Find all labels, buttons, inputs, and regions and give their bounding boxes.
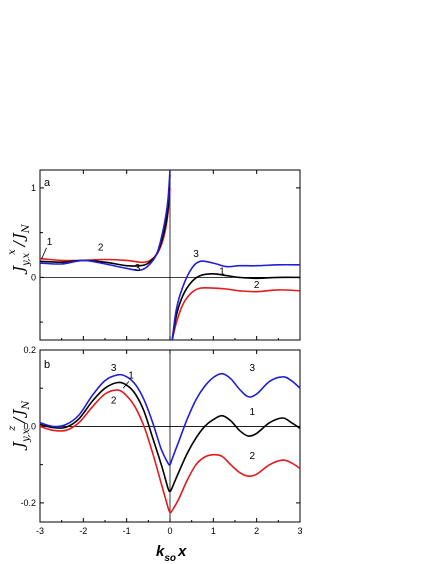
curve-label: 3 xyxy=(111,363,117,374)
xlabel-tail: x xyxy=(177,543,187,560)
curve-label: 1 xyxy=(219,267,225,278)
ylabel-b-denom: J xyxy=(10,409,28,419)
panel-b-letter: b xyxy=(44,359,50,371)
x-tick-label: 3 xyxy=(297,526,302,536)
x-tick-label: 1 xyxy=(211,526,216,536)
curve-label: 2 xyxy=(250,451,256,462)
ylabel-b-sup: z xyxy=(7,425,18,432)
y-tick-label: -0.2 xyxy=(20,498,36,508)
y-tick-label: 0.0 xyxy=(23,421,36,431)
ylabel-a-sup: x xyxy=(7,249,18,255)
ylabel-a-main: J xyxy=(10,265,28,275)
leader-line xyxy=(40,247,47,260)
series-line-3 xyxy=(39,372,301,466)
panel-b-ylabel: Jy,xz/JN xyxy=(7,399,32,451)
curve-label: 2 xyxy=(98,243,104,254)
y-tick-label: 1 xyxy=(31,183,36,193)
y-tick-label: 0.2 xyxy=(23,345,36,355)
ylabel-b-slash: / xyxy=(10,416,28,425)
curve-label: 1 xyxy=(128,371,134,382)
xlabel-main: k xyxy=(156,543,165,560)
curve-label: 1 xyxy=(250,407,256,418)
x-tick-label: -3 xyxy=(36,526,44,536)
panel-b-ticks: -3 -2 -1 0 1 2 3 0.2 0.0 -0.2 xyxy=(20,345,302,536)
curve-label: 2 xyxy=(254,280,260,291)
curve-label: 3 xyxy=(193,249,199,260)
x-tick-label: -2 xyxy=(79,526,87,536)
panel-a-letter: a xyxy=(44,177,51,189)
ylabel-a-sub: y,x xyxy=(21,252,32,267)
xlabel-sub: so xyxy=(164,553,176,564)
panel-a-series xyxy=(39,169,301,341)
curve-label: 3 xyxy=(135,263,141,274)
ylabel-b-denom-sub: N xyxy=(21,399,32,410)
x-tick-label: -1 xyxy=(123,526,131,536)
svg-text:Jy,xx/JN: Jy,xx/JN xyxy=(7,223,32,275)
panel-a-ylabel: Jy,xx/JN xyxy=(7,223,32,275)
series-line-3 xyxy=(39,169,301,341)
svg-text:Jy,xz/JN: Jy,xz/JN xyxy=(7,399,32,451)
x-axis-label: kso x xyxy=(156,543,187,564)
y-tick-label: 0 xyxy=(31,272,36,282)
ylabel-a-denom: J xyxy=(10,232,28,242)
panel-a-ticks: 01 xyxy=(31,170,301,340)
leader-line xyxy=(122,381,130,389)
panel-a-curve-labels: 1 2 3 3 1 2 xyxy=(40,237,260,291)
curve-label: 3 xyxy=(250,363,256,374)
x-tick-label: 0 xyxy=(167,526,172,536)
curve-label: 1 xyxy=(47,237,53,248)
series-line-2 xyxy=(39,389,301,514)
x-tick-label: 2 xyxy=(254,526,259,536)
series-line-1 xyxy=(39,381,301,493)
curve-label: 2 xyxy=(111,396,117,407)
ylabel-b-main: J xyxy=(10,441,28,451)
ylabel-a-slash: / xyxy=(10,239,28,248)
ylabel-b-sub: y,x xyxy=(21,428,32,443)
panel-b-series xyxy=(39,372,301,514)
ylabel-a-denom-sub: N xyxy=(21,223,32,234)
